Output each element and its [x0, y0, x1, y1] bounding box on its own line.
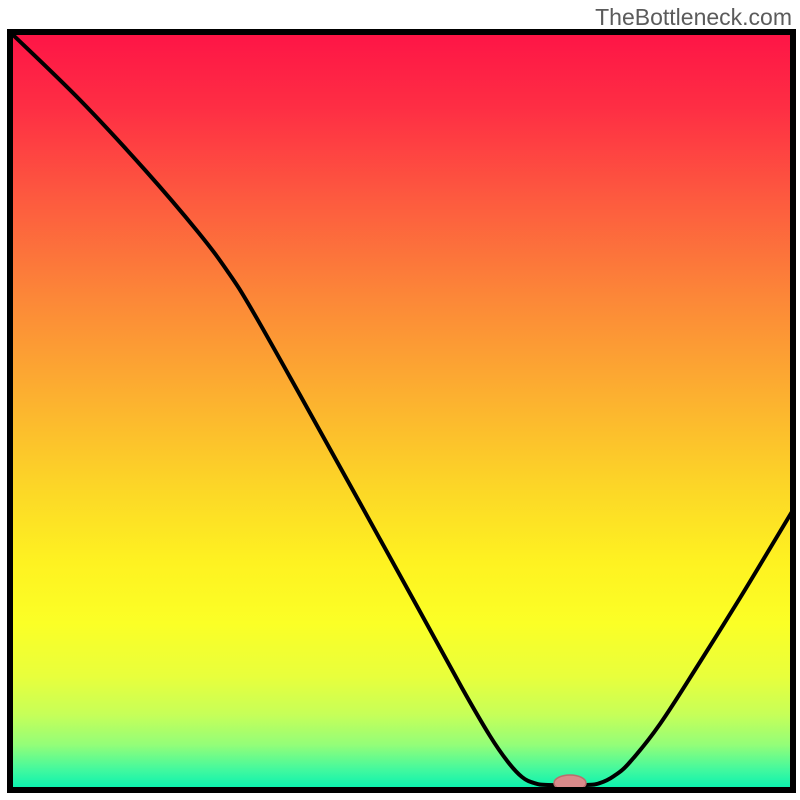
watermark-label: TheBottleneck.com — [595, 4, 792, 31]
bottleneck-chart — [0, 0, 800, 800]
plot-background — [10, 32, 793, 790]
chart-container: TheBottleneck.com — [0, 0, 800, 800]
